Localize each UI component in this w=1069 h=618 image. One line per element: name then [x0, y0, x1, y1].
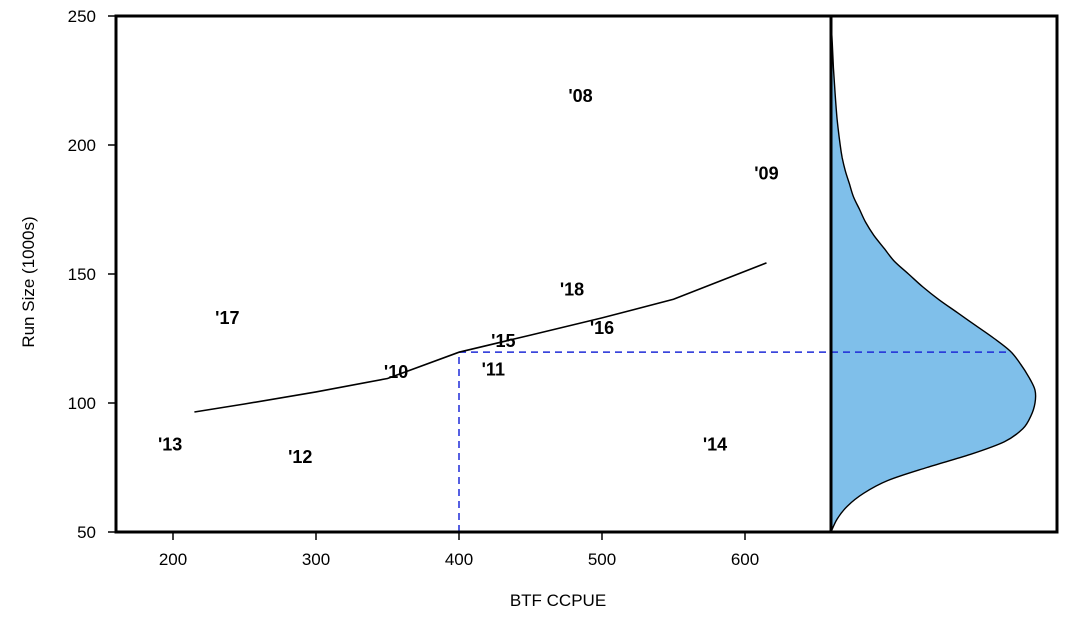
y-tick-label: 200	[68, 136, 96, 155]
forecast-guide-lines	[458, 351, 1012, 532]
y-tick-label: 50	[77, 523, 96, 542]
distribution-fill	[831, 21, 1036, 532]
point-label: '13	[158, 434, 182, 454]
point-label: '15	[491, 331, 515, 351]
point-label: '09	[754, 163, 778, 183]
point-label: '12	[288, 447, 312, 467]
x-tick-label: 600	[731, 550, 759, 569]
x-tick-label: 300	[302, 550, 330, 569]
run-size-distribution	[830, 21, 1037, 533]
y-axis-title: Run Size (1000s)	[19, 216, 38, 347]
x-tick-label: 500	[588, 550, 616, 569]
y-tick-label: 150	[68, 265, 96, 284]
y-tick-label: 250	[68, 7, 96, 26]
regression-line	[194, 262, 767, 413]
point-label: '17	[215, 308, 239, 328]
x-tick-label: 200	[159, 550, 187, 569]
y-tick-label: 100	[68, 394, 96, 413]
point-label: '18	[560, 279, 584, 299]
year-labels: '08 '09 '10 '11 '12 '13 '14 '15 '16 '17 '18	[158, 86, 779, 467]
x-tick-label: 400	[445, 550, 473, 569]
point-label: '08	[568, 86, 592, 106]
point-label: '10	[384, 362, 408, 382]
x-axis: 200 300 400 500 600	[159, 532, 759, 569]
x-axis-title: BTF CCPUE	[510, 591, 606, 610]
point-label: '16	[590, 318, 614, 338]
point-label: '11	[482, 359, 505, 379]
point-label: '14	[703, 434, 727, 454]
y-axis: 50 100 150 200 250	[68, 7, 116, 542]
distribution-curve	[830, 21, 1037, 533]
